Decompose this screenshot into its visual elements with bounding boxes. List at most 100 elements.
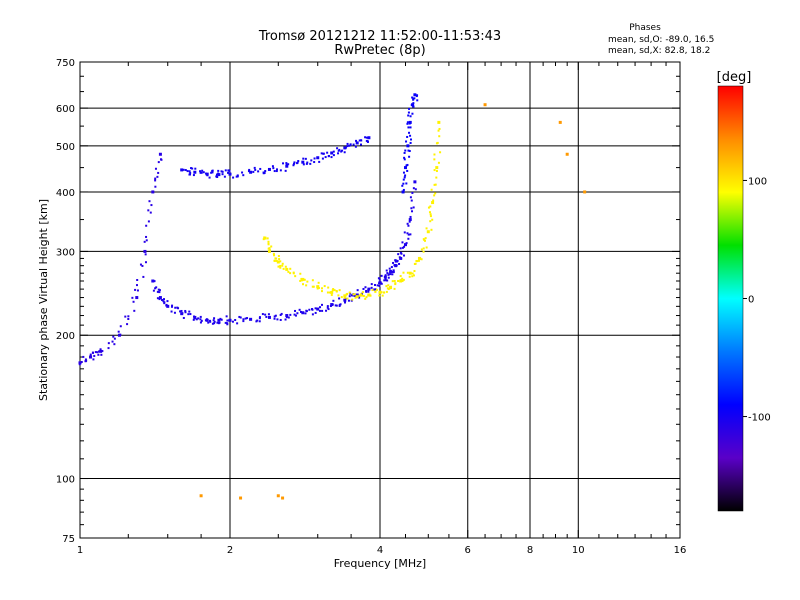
- data-point: [249, 170, 253, 174]
- data-point-scatter: [217, 172, 220, 175]
- data-point-scatter: [273, 170, 276, 173]
- data-point-scatter: [199, 321, 202, 324]
- data-point-scatter: [275, 259, 278, 262]
- data-point: [89, 355, 93, 359]
- data-point-scatter: [200, 319, 203, 322]
- data-point: [355, 141, 359, 145]
- data-point: [228, 172, 232, 176]
- data-point-scatter: [277, 265, 280, 268]
- data-point-scatter: [279, 313, 282, 316]
- data-point-scatter: [241, 171, 244, 174]
- data-point-scatter: [333, 289, 336, 292]
- x-tick-label: 16: [674, 545, 687, 556]
- data-point-scatter: [422, 238, 425, 241]
- data-point-scatter: [433, 183, 436, 186]
- data-point-scatter: [292, 164, 295, 167]
- data-point-scatter: [438, 135, 441, 138]
- data-point-scatter: [407, 224, 410, 227]
- data-point-scatter: [364, 286, 367, 289]
- data-point-scatter: [437, 161, 440, 164]
- data-point-scatter: [247, 170, 250, 173]
- data-point-scatter: [402, 188, 405, 191]
- data-point: [151, 190, 155, 194]
- data-point-scatter: [433, 194, 436, 197]
- data-point-scatter: [145, 239, 148, 242]
- data-point-scatter: [191, 167, 194, 170]
- data-point: [166, 304, 170, 308]
- data-point-scatter: [377, 277, 380, 280]
- data-point-scatter: [435, 170, 438, 173]
- data-point-scatter: [238, 315, 241, 318]
- data-point-scatter: [148, 200, 151, 203]
- data-point-scatter: [235, 175, 238, 178]
- data-point: [401, 190, 405, 194]
- data-point-scatter: [406, 135, 409, 138]
- data-point-scatter: [143, 240, 146, 243]
- data-point-scatter: [292, 271, 295, 274]
- data-point-scatter: [179, 310, 182, 313]
- data-point: [355, 295, 359, 299]
- data-point-scatter: [285, 162, 288, 165]
- data-point-scatter: [401, 277, 404, 280]
- data-point-scatter: [346, 145, 349, 148]
- data-point-scatter: [242, 318, 245, 321]
- data-point-scatter: [249, 318, 252, 321]
- data-point-scatter: [119, 325, 122, 328]
- data-point-scatter: [394, 260, 397, 263]
- data-point-scatter: [182, 316, 185, 319]
- data-point-scatter: [412, 206, 415, 209]
- data-point-scatter: [154, 167, 157, 170]
- data-point-scatter: [271, 165, 274, 168]
- data-point-scatter: [303, 278, 306, 281]
- data-point-scatter: [358, 294, 361, 297]
- data-point-scatter: [389, 269, 392, 272]
- data-point-scatter: [438, 127, 441, 130]
- data-point-scatter: [171, 304, 174, 307]
- data-point-scatter: [378, 284, 381, 287]
- data-point-scatter: [297, 160, 300, 163]
- data-point-scatter: [267, 243, 270, 246]
- data-point-scatter: [287, 316, 290, 319]
- y-tick-labels: 75 100 200 300 400 500 600 750: [56, 58, 75, 545]
- data-point-scatter: [211, 171, 214, 174]
- data-point-scatter: [374, 290, 377, 293]
- data-point-scatter: [124, 315, 127, 318]
- data-point-scatter: [327, 286, 330, 289]
- data-point-scatter: [343, 296, 346, 299]
- data-point-scatter: [321, 157, 324, 160]
- data-point-scatter: [413, 270, 416, 273]
- data-point: [483, 103, 487, 107]
- data-point-scatter: [420, 258, 423, 261]
- data-point-scatter: [292, 162, 295, 165]
- data-point-scatter: [113, 343, 116, 346]
- data-point-scatter: [255, 320, 258, 323]
- data-point-scatter: [321, 287, 324, 290]
- data-point-scatter: [276, 318, 279, 321]
- data-point-scatter: [272, 252, 275, 255]
- data-point-scatter: [350, 294, 353, 297]
- data-point-scatter: [354, 145, 357, 148]
- data-point: [426, 230, 430, 234]
- data-point-scatter: [402, 171, 405, 174]
- data-point-scatter: [157, 171, 160, 174]
- data-point-scatter: [358, 139, 361, 142]
- data-point: [394, 264, 398, 268]
- data-point: [399, 256, 403, 260]
- data-point-scatter: [190, 167, 193, 170]
- data-point-scatter: [343, 151, 346, 154]
- data-point-scatter: [188, 170, 191, 173]
- x-tick-labels: 1 2 4 6 8 10 16: [77, 545, 687, 556]
- data-point-scatter: [391, 280, 394, 283]
- data-point-scatter: [305, 310, 308, 313]
- data-point: [199, 494, 203, 498]
- data-point-scatter: [157, 288, 160, 291]
- data-point-scatter: [416, 94, 419, 97]
- data-point-scatter: [362, 294, 365, 297]
- data-point-scatter: [435, 176, 438, 179]
- data-point-scatter: [411, 112, 414, 115]
- data-point-scatter: [414, 188, 417, 191]
- data-point: [343, 146, 347, 150]
- data-point-scatter: [387, 276, 390, 279]
- data-point-scatter: [412, 274, 415, 277]
